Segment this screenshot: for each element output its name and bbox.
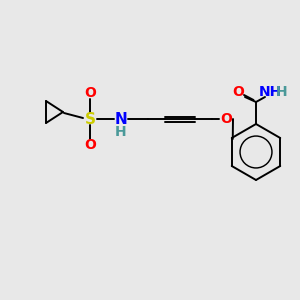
Text: S: S (85, 112, 95, 127)
Text: O: O (84, 138, 96, 152)
Text: H: H (115, 125, 127, 139)
Text: O: O (84, 86, 96, 100)
Text: O: O (232, 85, 244, 99)
Text: O: O (220, 112, 232, 126)
Text: NH: NH (258, 85, 282, 99)
Text: H: H (276, 85, 288, 99)
Text: N: N (115, 112, 128, 127)
